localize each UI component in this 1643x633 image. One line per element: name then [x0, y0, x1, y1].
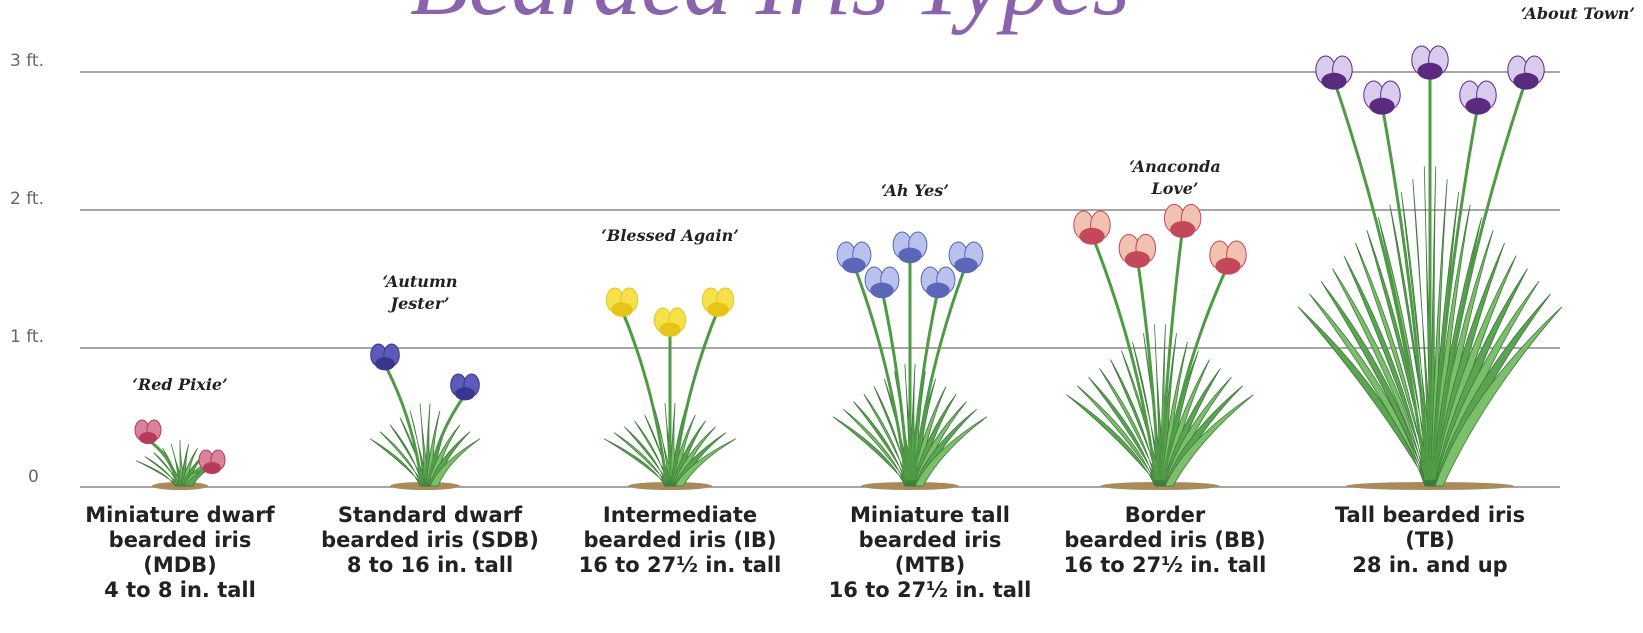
type-description: 4 to 8 in. tall [104, 578, 256, 602]
cultivar-name: ‘Red Pixie’ [132, 375, 227, 394]
type-description: bearded iris [109, 528, 252, 552]
type-description: Miniature tall [850, 503, 1010, 527]
fall [842, 258, 865, 274]
cultivar-name: ‘About Town’ [1521, 4, 1635, 23]
fall [707, 302, 729, 316]
cultivar-name: ‘Autumn [383, 272, 458, 291]
flower [1508, 56, 1544, 90]
cultivar-name: Love’ [1151, 179, 1199, 198]
cultivar-name: ‘Blessed Again’ [601, 226, 739, 245]
type-description: bearded iris (SDB) [321, 528, 539, 552]
type-description: (MTB) [895, 553, 965, 577]
type-description: 16 to 27½ in. tall [829, 578, 1032, 602]
iris-plant [1298, 46, 1562, 490]
fall [1170, 221, 1195, 238]
cultivar-name: ‘Anaconda [1129, 157, 1220, 176]
fall [898, 248, 921, 264]
type-description: 16 to 27½ in. tall [579, 553, 782, 577]
fall [1513, 73, 1538, 90]
fall [1465, 98, 1490, 115]
cultivar-name: ‘Ah Yes’ [881, 181, 949, 200]
iris-plant [833, 232, 987, 490]
fall [870, 283, 893, 299]
fall [1417, 63, 1442, 80]
flower [921, 267, 955, 298]
flower [1364, 81, 1400, 115]
iris-plant [370, 344, 480, 490]
axis-label: 1 ft. [10, 327, 44, 347]
flower [654, 308, 685, 337]
axis-label: 0 [28, 467, 39, 487]
flower [1210, 241, 1246, 275]
type-description: 16 to 27½ in. tall [1064, 553, 1267, 577]
type-description: bearded iris [859, 528, 1002, 552]
flower [1460, 81, 1496, 115]
flower [702, 288, 733, 317]
flower [893, 232, 927, 263]
infographic: Bearded Iris Types 3 ft. 2 ft. 1 ft. 0 ‘… [0, 0, 1643, 633]
fall [659, 322, 681, 336]
axis-label: 3 ft. [10, 51, 44, 71]
flower [865, 267, 899, 298]
type-description: bearded iris (IB) [584, 528, 777, 552]
flower [1119, 234, 1155, 268]
flower [1074, 211, 1110, 245]
type-description: 8 to 16 in. tall [347, 553, 513, 577]
iris-plant [135, 420, 225, 490]
type-description: 28 in. and up [1352, 553, 1507, 577]
flower [1412, 46, 1448, 80]
type-description: (TB) [1405, 528, 1455, 552]
fall [1079, 228, 1104, 245]
flower [1316, 56, 1352, 90]
fall [203, 462, 221, 474]
plants [135, 46, 1562, 490]
axis-label: 2 ft. [10, 189, 44, 209]
fall [455, 387, 475, 400]
leaf [843, 409, 910, 486]
type-description: Miniature dwarf [85, 503, 275, 527]
fall [139, 432, 157, 444]
flower [451, 374, 480, 400]
fall [954, 258, 977, 274]
type-description: bearded iris (BB) [1064, 528, 1265, 552]
type-description: (MDB) [143, 553, 217, 577]
fall [1369, 98, 1394, 115]
fall [1321, 73, 1346, 90]
iris-plant [1067, 204, 1254, 490]
type-description: Tall bearded iris [1335, 503, 1525, 527]
fall [926, 283, 949, 299]
flower [949, 242, 983, 273]
title: Bearded Iris Types [410, 0, 1130, 35]
flower [837, 242, 871, 273]
fall [375, 357, 395, 370]
fall [1125, 251, 1150, 268]
fall [611, 302, 633, 316]
iris-plant [604, 288, 736, 490]
flower [135, 420, 161, 444]
type-description: Intermediate [603, 503, 757, 527]
flower [606, 288, 637, 317]
type-description: Border [1125, 503, 1206, 527]
type-description: Standard dwarf [338, 503, 523, 527]
fall [1215, 258, 1240, 275]
cultivar-name: Jester’ [388, 294, 450, 313]
